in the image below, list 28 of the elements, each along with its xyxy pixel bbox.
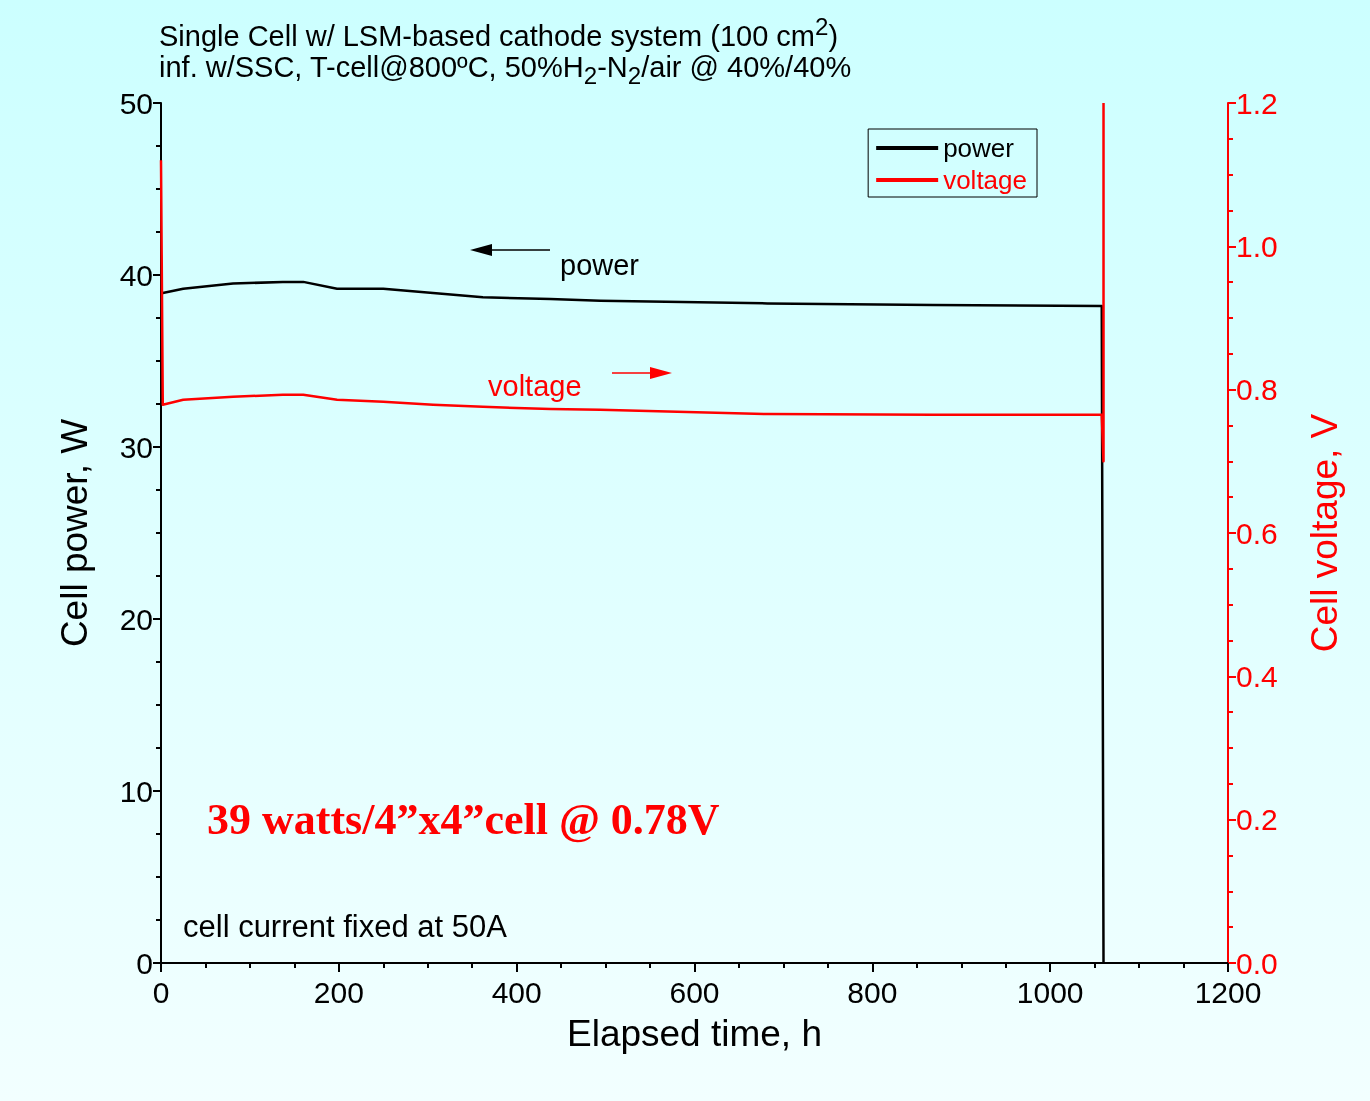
x-tick-label: 600 xyxy=(669,975,720,1009)
y2-tick-label: 0.6 xyxy=(1236,516,1278,550)
y2-tick-label: 0.8 xyxy=(1236,373,1278,407)
chart-subtitle: inf. w/SSC, T-cell@800ºC, 50%H$_{2}$-N$_{2}$/air @ 40%/40% xyxy=(159,51,852,91)
annotation: cell current fixed at 50A xyxy=(183,909,508,944)
legend-label: voltage xyxy=(943,165,1027,195)
legend-label: power xyxy=(943,133,1015,163)
x-tick-label: 1000 xyxy=(1016,975,1084,1009)
annotation: voltage xyxy=(488,369,582,402)
y-tick-label: 20 xyxy=(119,602,153,636)
y-tick-label: 0 xyxy=(136,946,153,980)
y-tick-label: 40 xyxy=(119,258,153,292)
y2-tick-label: 1.2 xyxy=(1236,86,1278,120)
x-axis-title: Elapsed time, h xyxy=(566,1013,823,1054)
x-tick-label: 200 xyxy=(313,975,364,1009)
x-tick-label: 800 xyxy=(847,975,898,1009)
y2-tick-label: 1.0 xyxy=(1236,229,1278,263)
x-tick-label: 400 xyxy=(491,975,542,1009)
y2-tick-label: 0.4 xyxy=(1236,659,1278,693)
y2-tick-label: 0.2 xyxy=(1236,803,1278,837)
y-tick-label: 10 xyxy=(119,774,153,808)
y-tick-label: 30 xyxy=(119,430,153,464)
chart-title: Single Cell w/ LSM-based cathode system (100 cm$^{2}$) xyxy=(159,12,839,53)
y-tick-label: 50 xyxy=(119,86,153,120)
y-axis-title: Cell power, W xyxy=(54,418,95,648)
annotation: 39 watts/4”x4”cell @ 0.78V xyxy=(207,794,720,844)
annotation: power xyxy=(560,248,640,281)
y2-axis-title: Cell voltage, V xyxy=(1304,413,1345,653)
